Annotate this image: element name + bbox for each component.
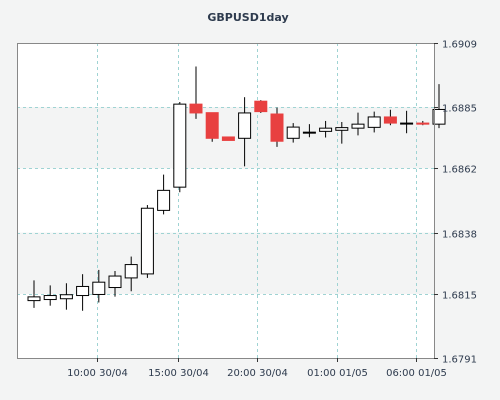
candle bbox=[383, 109, 397, 126]
candle-body-up bbox=[124, 264, 138, 279]
candle-body-up bbox=[400, 122, 414, 125]
candle-body-down bbox=[383, 116, 397, 124]
candle-body-down bbox=[254, 100, 268, 113]
candle bbox=[173, 101, 187, 193]
chart-title: GBPUSD1day bbox=[207, 11, 288, 24]
axes bbox=[17, 43, 435, 359]
candle bbox=[140, 205, 154, 278]
candle-body-down bbox=[205, 112, 219, 139]
candle-body-down bbox=[416, 122, 430, 125]
candle-body-up bbox=[286, 126, 300, 139]
y-tick-label: 1.6815 bbox=[442, 291, 477, 302]
candle-body-up bbox=[238, 112, 252, 139]
x-tick-label: 10:00 30/04 bbox=[67, 368, 128, 379]
candle bbox=[27, 280, 41, 308]
candle-body-up bbox=[157, 189, 171, 211]
y-axis-labels: 1.6909 1.6885 1.6862 1.6838 1.6815 1.6791 bbox=[434, 40, 477, 366]
x-axis-labels: 10:00 30/04 15:00 30/04 20:00 30/04 01:00 0… bbox=[67, 358, 447, 379]
candle bbox=[157, 174, 171, 215]
candle-body-up bbox=[108, 275, 122, 289]
candle bbox=[319, 120, 333, 138]
candle bbox=[238, 97, 252, 167]
candle bbox=[76, 274, 90, 311]
candle-body-down bbox=[270, 113, 284, 142]
candle bbox=[43, 285, 57, 306]
candle-body-up bbox=[140, 207, 154, 275]
y-tick-label: 1.6909 bbox=[442, 40, 477, 51]
grid-lines bbox=[17, 43, 434, 359]
candle bbox=[416, 120, 430, 126]
candle-body-up bbox=[335, 127, 349, 131]
candle-body-up bbox=[92, 281, 106, 295]
plot-band bbox=[17, 232, 434, 294]
candle-body-up bbox=[302, 131, 316, 134]
candle bbox=[221, 136, 235, 141]
x-tick-label: 01:00 01/05 bbox=[307, 368, 368, 379]
candle bbox=[205, 112, 219, 142]
candle-body-down bbox=[221, 136, 235, 141]
plot-background bbox=[17, 43, 434, 358]
candle bbox=[124, 256, 138, 292]
candle bbox=[286, 123, 300, 143]
candle bbox=[335, 122, 349, 144]
candles bbox=[27, 66, 446, 311]
candle bbox=[92, 269, 106, 303]
candle bbox=[59, 283, 73, 310]
candle-body-up bbox=[432, 108, 446, 125]
candle bbox=[432, 84, 446, 129]
y-tick-label: 1.6838 bbox=[442, 230, 477, 241]
candle-body-up bbox=[76, 285, 90, 297]
candle bbox=[189, 66, 203, 119]
x-tick-label: 15:00 30/04 bbox=[148, 368, 209, 379]
candle bbox=[351, 112, 365, 136]
candle-body-up bbox=[367, 116, 381, 128]
candle-body-up bbox=[27, 296, 41, 302]
candle bbox=[367, 111, 381, 133]
y-tick-label: 1.6885 bbox=[442, 104, 477, 115]
candle-body-up bbox=[43, 295, 57, 301]
x-tick-label: 20:00 30/04 bbox=[227, 368, 288, 379]
plot-area bbox=[17, 43, 434, 358]
candle-body-up bbox=[173, 103, 187, 188]
candle-body-up bbox=[351, 123, 365, 129]
candle-body-down bbox=[189, 103, 203, 114]
y-tick-label: 1.6791 bbox=[442, 355, 477, 366]
y-tick-label: 1.6862 bbox=[442, 165, 477, 176]
candle bbox=[254, 100, 268, 113]
candle bbox=[302, 124, 316, 138]
candle bbox=[108, 270, 122, 297]
candle bbox=[270, 107, 284, 147]
x-tick-label: 06:00 01/05 bbox=[386, 368, 447, 379]
plot-border bbox=[17, 43, 435, 359]
candle-body-up bbox=[59, 294, 73, 300]
candle bbox=[400, 110, 414, 134]
candle-body-up bbox=[319, 127, 333, 132]
